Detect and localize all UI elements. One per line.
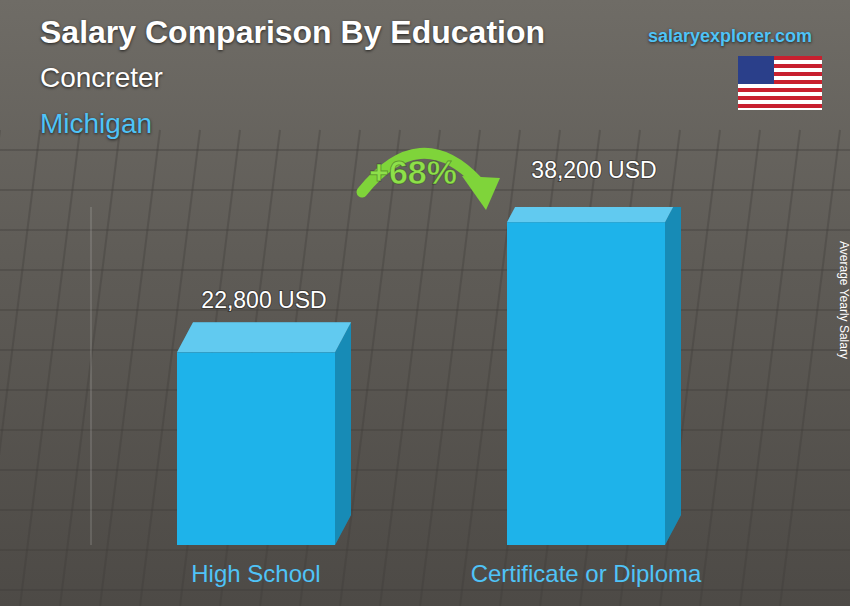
html-text:Michigan: Michigan — [40, 108, 153, 139]
svg-text:Certificate or Diploma: Certificate or Diploma — [471, 560, 702, 587]
svg-text:22,800 USD: 22,800 USD — [201, 287, 326, 313]
svg-text:+68%: +68% — [369, 153, 457, 191]
svg-text:38,200 USD: 38,200 USD — [531, 157, 656, 183]
svg-text:Average Yearly Salary: Average Yearly Salary — [837, 241, 842, 359]
html-text:Salary Comparison By Education: Salary Comparison By Education — [40, 14, 545, 50]
svg-text:High School: High School — [191, 560, 320, 587]
html-text:Concreter: Concreter — [40, 62, 163, 93]
html-text:salaryexplorer.com: salaryexplorer.com — [648, 26, 813, 46]
